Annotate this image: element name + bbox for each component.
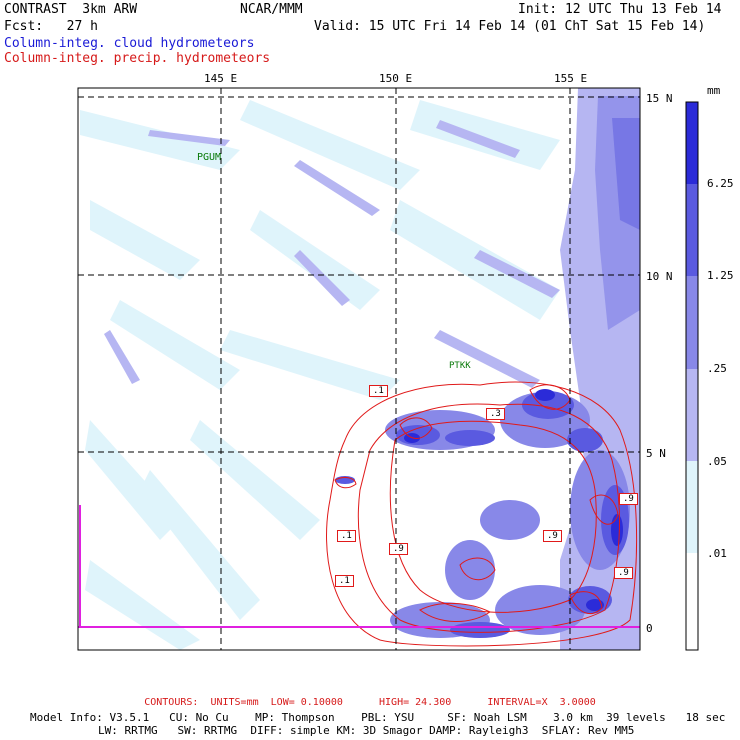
field-title-cloud: Column-integ. cloud hydrometeors	[4, 36, 255, 51]
contour-label: .9	[543, 530, 562, 542]
colorbar-level-625: 6.25	[707, 177, 734, 190]
model-info-line1: Model Info: V3.5.1 CU: No Cu MP: Thompso…	[30, 711, 726, 724]
colorbar	[685, 101, 699, 651]
colorbar-level-005: .05	[707, 455, 727, 468]
contour-label: .1	[335, 575, 354, 587]
contour-label: .9	[614, 567, 633, 579]
lat-label-15n: 15 N	[646, 92, 673, 105]
lat-label-eq: 0	[646, 622, 653, 635]
lon-label-145: 145 E	[204, 72, 238, 85]
lon-label-155: 155 E	[554, 72, 588, 85]
model-info-line2: LW: RRTMG SW: RRTMG DIFF: simple KM: 3D …	[98, 724, 635, 737]
colorbar-level-125: 1.25	[707, 269, 734, 282]
field-title-precip: Column-integ. precip. hydrometeors	[4, 51, 271, 66]
colorbar-units: mm	[707, 84, 721, 97]
init-time: Init: 12 UTC Thu 13 Feb 14	[518, 2, 722, 17]
colorbar-level-001: .01	[707, 547, 727, 560]
contour-label: .1	[369, 385, 388, 397]
contour-label: .3	[486, 408, 505, 420]
colorbar-level-025: .25	[707, 362, 727, 375]
org-label: NCAR/MMM	[240, 2, 303, 17]
graticule	[78, 88, 640, 650]
contour-label: .1	[337, 530, 356, 542]
contour-label: .9	[619, 493, 638, 505]
valid-time: Valid: 15 UTC Fri 14 Feb 14 (01 ChT Sat …	[314, 19, 706, 34]
contour-label: .9	[389, 543, 408, 555]
cloud-field	[78, 88, 640, 650]
station-ptkk: PTKK	[449, 361, 471, 371]
lon-label-150: 150 E	[379, 72, 413, 85]
station-pgum: PGUM	[197, 152, 222, 163]
map-frame	[77, 87, 641, 651]
lat-label-5n: 5 N	[646, 447, 666, 460]
model-title: CONTRAST 3km ARW	[4, 2, 138, 17]
lat-label-10n: 10 N	[646, 270, 673, 283]
forecast-hour: Fcst: 27 h	[4, 19, 98, 34]
contours-info: CONTOURS: UNITS=mm LOW= 0.10000 HIGH= 24…	[144, 697, 596, 708]
